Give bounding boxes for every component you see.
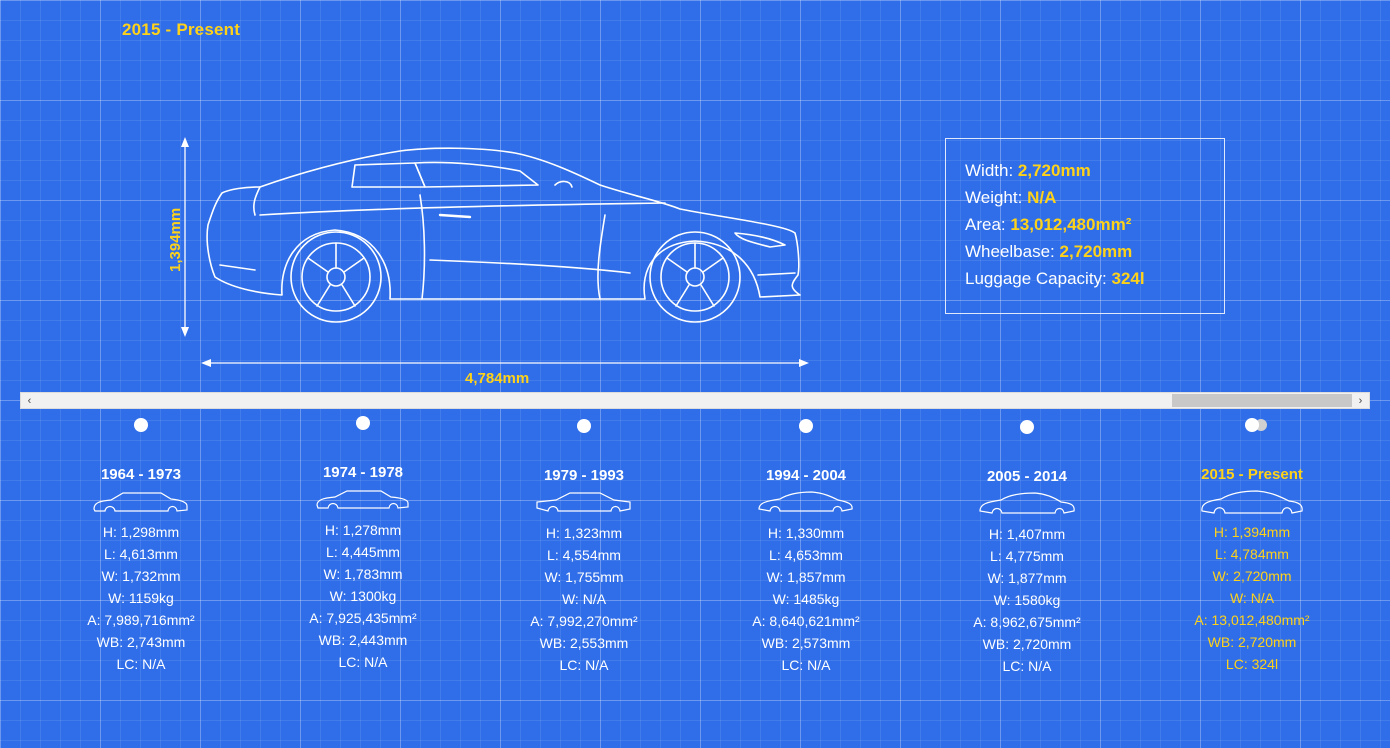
stat-area: A: 7,989,716mm²: [87, 612, 195, 628]
stat-wheelbase: WB: 2,573mm: [761, 635, 851, 651]
stat-length: L: 4,613mm: [104, 546, 178, 562]
spec-wheelbase-label: Wheelbase:: [965, 242, 1055, 261]
spec-luggage-label: Luggage Capacity:: [965, 269, 1107, 288]
timeline-scrollbar[interactable]: ‹ ›: [20, 392, 1370, 409]
car-silhouette-icon: [1152, 489, 1352, 521]
stat-width: W: 1,877mm: [987, 570, 1067, 586]
stat-height: H: 1,407mm: [988, 526, 1066, 542]
stat-length: L: 4,775mm: [990, 548, 1064, 564]
specs-panel: Width: 2,720mm Weight: N/A Area: 13,012,…: [945, 138, 1225, 314]
stat-luggage: LC: N/A: [338, 654, 388, 670]
height-label: 1,394mm: [167, 208, 184, 272]
stat-height: H: 1,298mm: [102, 524, 180, 540]
scroll-right-arrow-icon[interactable]: ›: [1358, 394, 1363, 407]
car-blueprint-diagram: 1,394mm 4,784mm: [167, 137, 809, 387]
stat-weight: W: 1485kg: [772, 591, 840, 607]
stat-height: H: 1,330mm: [767, 525, 845, 541]
height-dimension-arrow: [181, 137, 189, 337]
generation-1964-1973[interactable]: 1964 - 1973 H: 1,298mm L: 4,613mm W: 1,7…: [41, 418, 241, 675]
generation-years: 2015 - Present: [1201, 466, 1303, 483]
car-silhouette-icon: [927, 491, 1127, 523]
generation-years: 1979 - 1993: [543, 467, 625, 484]
stat-area: A: 8,640,621mm²: [752, 613, 860, 629]
length-label: 4,784mm: [465, 370, 529, 387]
car-silhouette-icon: [484, 490, 684, 522]
timeline-dot[interactable]: [1020, 420, 1034, 434]
stat-length: L: 4,784mm: [1215, 546, 1289, 562]
timeline-dot[interactable]: [134, 418, 148, 432]
stat-width: W: 1,732mm: [101, 568, 181, 584]
timeline-dot[interactable]: [577, 419, 591, 433]
stat-length: L: 4,445mm: [326, 544, 400, 560]
spec-width: Width: 2,720mm: [965, 157, 1224, 184]
stat-width: W: 1,857mm: [766, 569, 846, 585]
spec-wheelbase-value: 2,720mm: [1059, 242, 1133, 261]
car-silhouette-icon: [706, 490, 906, 522]
generation-years: 1964 - 1973: [100, 466, 182, 483]
stat-wheelbase: WB: 2,720mm: [1207, 634, 1297, 650]
spec-luggage-value: 324l: [1111, 269, 1145, 288]
car-silhouette-icon: [263, 487, 463, 519]
generation-years: 1994 - 2004: [765, 467, 847, 484]
stat-wheelbase: WB: 2,720mm: [982, 636, 1072, 652]
stat-wheelbase: WB: 2,443mm: [318, 632, 408, 648]
stat-luggage: LC: N/A: [559, 657, 609, 673]
stat-area: A: 7,992,270mm²: [530, 613, 638, 629]
stat-weight: W: 1159kg: [108, 590, 174, 606]
timeline-dot[interactable]: [356, 416, 370, 430]
generation-years: 1974 - 1978: [322, 464, 404, 481]
car-blueprint-icon: [206, 147, 801, 323]
stat-length: L: 4,653mm: [769, 547, 843, 563]
generation-2005-2014[interactable]: 2005 - 2014 H: 1,407mm L: 4,775mm W: 1,8…: [927, 420, 1127, 677]
stat-weight: W: N/A: [1229, 590, 1275, 606]
length-dimension-arrow: [201, 359, 809, 367]
stat-area: A: 13,012,480mm²: [1194, 612, 1310, 628]
spec-area-value: 13,012,480mm²: [1010, 215, 1132, 234]
scroll-left-arrow-icon[interactable]: ‹: [27, 394, 32, 407]
generation-years: 2005 - 2014: [986, 468, 1068, 485]
car-silhouette-icon: [41, 489, 241, 521]
spec-width-value: 2,720mm: [1017, 161, 1091, 180]
stat-width: W: 1,783mm: [323, 566, 403, 582]
spec-wheelbase: Wheelbase: 2,720mm: [965, 238, 1224, 265]
spec-width-label: Width:: [965, 161, 1014, 180]
era-title: 2015 - Present: [122, 20, 241, 39]
stat-height: H: 1,278mm: [324, 522, 402, 538]
generation-1974-1978[interactable]: 1974 - 1978 H: 1,278mm L: 4,445mm W: 1,7…: [263, 416, 463, 673]
spec-luggage: Luggage Capacity: 324l: [965, 265, 1224, 292]
spec-area-label: Area:: [965, 215, 1006, 234]
stat-length: L: 4,554mm: [547, 547, 621, 563]
scrollbar-thumb[interactable]: [1172, 394, 1352, 407]
stat-width: W: 1,755mm: [544, 569, 624, 585]
timeline-dot[interactable]: [799, 419, 813, 433]
generation-2015-present[interactable]: 2015 - Present H: 1,394mm L: 4,784mm W: …: [1152, 418, 1352, 675]
spec-weight: Weight: N/A: [965, 184, 1224, 211]
spec-area: Area: 13,012,480mm²: [965, 211, 1224, 238]
stat-height: H: 1,394mm: [1213, 524, 1291, 540]
spec-weight-value: N/A: [1027, 188, 1057, 207]
stat-height: H: 1,323mm: [545, 525, 623, 541]
timeline-dot-active[interactable]: [1245, 418, 1259, 432]
stat-luggage: LC: N/A: [116, 656, 166, 672]
generation-1994-2004[interactable]: 1994 - 2004 H: 1,330mm L: 4,653mm W: 1,8…: [706, 419, 906, 676]
stat-width: W: 2,720mm: [1212, 568, 1292, 584]
stat-luggage: LC: N/A: [1002, 658, 1052, 674]
generation-1979-1993[interactable]: 1979 - 1993 H: 1,323mm L: 4,554mm W: 1,7…: [484, 419, 684, 676]
stat-weight: W: N/A: [561, 591, 607, 607]
stat-wheelbase: WB: 2,553mm: [539, 635, 629, 651]
stat-weight: W: 1580kg: [993, 592, 1061, 608]
stat-luggage: LC: 324l: [1225, 656, 1279, 672]
stat-area: A: 7,925,435mm²: [309, 610, 417, 626]
spec-weight-label: Weight:: [965, 188, 1023, 207]
stat-weight: W: 1300kg: [329, 588, 397, 604]
stat-wheelbase: WB: 2,743mm: [96, 634, 186, 650]
stat-area: A: 8,962,675mm²: [973, 614, 1081, 630]
stat-luggage: LC: N/A: [781, 657, 831, 673]
